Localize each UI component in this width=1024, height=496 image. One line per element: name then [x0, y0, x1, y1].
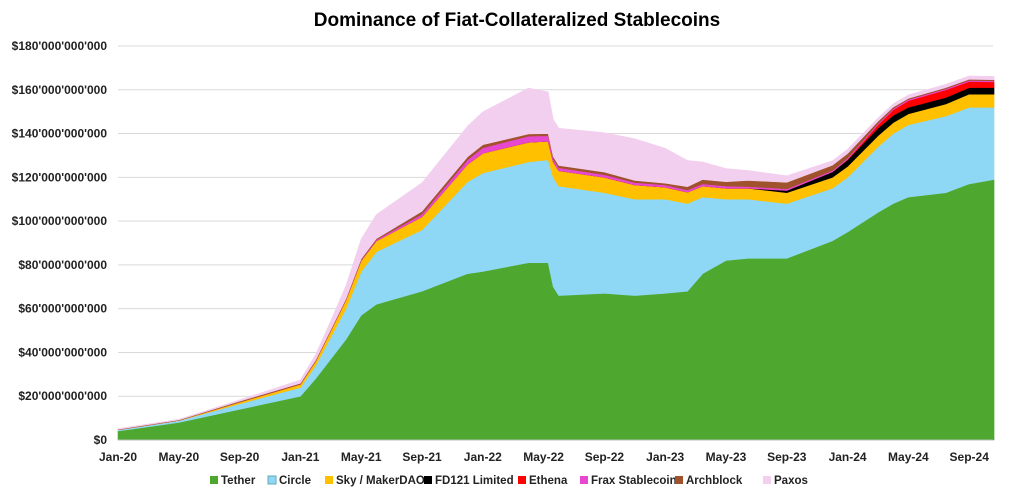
legend-item: Frax Stablecoin — [580, 475, 677, 487]
legend-item: Tether — [210, 475, 256, 487]
x-tick-label: Jan-21 — [281, 450, 319, 464]
legend: Tether Circle Sky / MakerDAO FD121 Limited E… — [210, 475, 808, 487]
legend-swatch — [518, 476, 526, 484]
legend-item: Circle — [267, 475, 311, 487]
x-tick-label: Jan-20 — [99, 450, 137, 464]
legend-label: Archblock — [686, 475, 743, 487]
y-tick-label: $180'000'000'000 — [12, 39, 108, 53]
legend-label: Sky / MakerDAO — [336, 475, 425, 487]
x-tick-label: Jan-23 — [646, 450, 684, 464]
y-tick-label: $120'000'000'000 — [12, 170, 108, 184]
legend-item: Ethena — [518, 475, 568, 487]
x-tick-label: Sep-21 — [402, 450, 442, 464]
area-paxos — [117, 75, 995, 430]
legend-item: Paxos — [763, 475, 808, 487]
y-tick-label: $0 — [94, 433, 108, 447]
y-tick-label: $20'000'000'000 — [18, 389, 107, 403]
x-tick-label: May-24 — [888, 450, 929, 464]
x-tick-label: May-20 — [158, 450, 199, 464]
legend-swatch — [267, 475, 277, 485]
legend-swatch — [210, 476, 218, 484]
legend-label: Tether — [221, 475, 256, 487]
legend-label: Circle — [279, 475, 311, 487]
legend-item: Archblock — [675, 475, 743, 487]
legend-label: Paxos — [774, 475, 808, 487]
x-tick-label: Jan-24 — [829, 450, 867, 464]
y-tick-label: $100'000'000'000 — [12, 214, 108, 228]
legend-label: Frax Stablecoin — [591, 475, 677, 487]
legend-item: FD121 Limited — [424, 475, 514, 487]
y-axis: $0 $20'000'000'000 $40'000'000'000 $60'000'… — [12, 39, 108, 447]
x-tick-label: May-23 — [706, 450, 747, 464]
legend-label: FD121 Limited — [435, 475, 514, 487]
chart-title: Dominance of Fiat-Collateralized Stablec… — [314, 10, 720, 31]
y-tick-label: $40'000'000'000 — [18, 345, 107, 359]
x-tick-label: Sep-20 — [220, 450, 260, 464]
x-tick-label: Jan-22 — [464, 450, 502, 464]
legend-swatch — [424, 476, 432, 484]
y-tick-label: $140'000'000'000 — [12, 127, 108, 141]
legend-item: Sky / MakerDAO — [325, 475, 425, 487]
series-areas — [117, 75, 995, 441]
legend-swatch — [325, 476, 333, 484]
legend-swatch — [675, 476, 683, 484]
x-tick-label: May-21 — [341, 450, 382, 464]
x-axis: Jan-20 May-20 Sep-20 Jan-21 May-21 Sep-21 Jan-… — [99, 450, 989, 464]
y-tick-label: $160'000'000'000 — [12, 83, 108, 97]
legend-label: Ethena — [529, 475, 568, 487]
y-tick-label: $60'000'000'000 — [18, 302, 107, 316]
x-tick-label: Sep-24 — [950, 450, 990, 464]
y-tick-label: $80'000'000'000 — [18, 258, 107, 272]
x-tick-label: Sep-22 — [585, 450, 625, 464]
legend-swatch — [763, 476, 771, 484]
x-tick-label: Sep-23 — [767, 450, 807, 464]
legend-swatch — [580, 476, 588, 484]
x-tick-label: May-22 — [523, 450, 564, 464]
